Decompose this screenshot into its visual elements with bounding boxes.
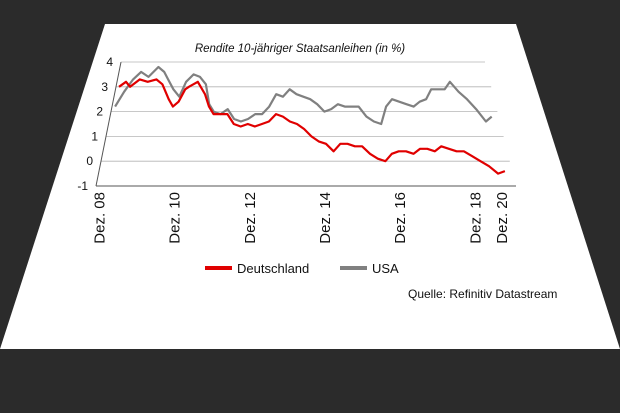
legend: Deutschland USA: [205, 261, 399, 276]
x-tick-label: Dez. 14: [317, 192, 334, 244]
x-axis-ticks: Dez. 08 Dez. 10 Dez. 12 Dez. 14 Dez. 16 Dez. …: [91, 192, 511, 244]
x-tick-label: Dez. 16: [392, 192, 409, 244]
x-tick-label: Dez. 12: [242, 192, 259, 244]
source-note: Quelle: Refinitiv Datastream: [408, 287, 557, 301]
y-axis-ticks: 4 3 2 1 0 -1: [77, 55, 113, 193]
legend-label-usa: USA: [372, 261, 399, 276]
y-axis-line: [95, 61, 122, 187]
gridlines: [95, 61, 516, 187]
series-lines: [114, 65, 506, 175]
y-tick-label: 4: [106, 55, 113, 69]
y-tick-label: -1: [77, 179, 88, 193]
x-tick-label: Dez. 18: [467, 192, 484, 244]
y-tick-label: 2: [96, 105, 103, 119]
x-tick-label: Dez. 20: [494, 192, 511, 244]
series-line-deutschland: [118, 78, 506, 175]
y-tick-label: 3: [101, 80, 108, 94]
legend-label-deutschland: Deutschland: [237, 261, 309, 276]
x-tick-label: Dez. 08: [91, 192, 108, 244]
y-tick-label: 0: [86, 154, 93, 168]
x-tick-label: Dez. 10: [167, 192, 184, 244]
y-tick-label: 1: [91, 129, 98, 143]
chart-title: Rendite 10-jähriger Staatsanleihen (in %…: [195, 43, 405, 55]
series-line-usa: [114, 65, 493, 126]
